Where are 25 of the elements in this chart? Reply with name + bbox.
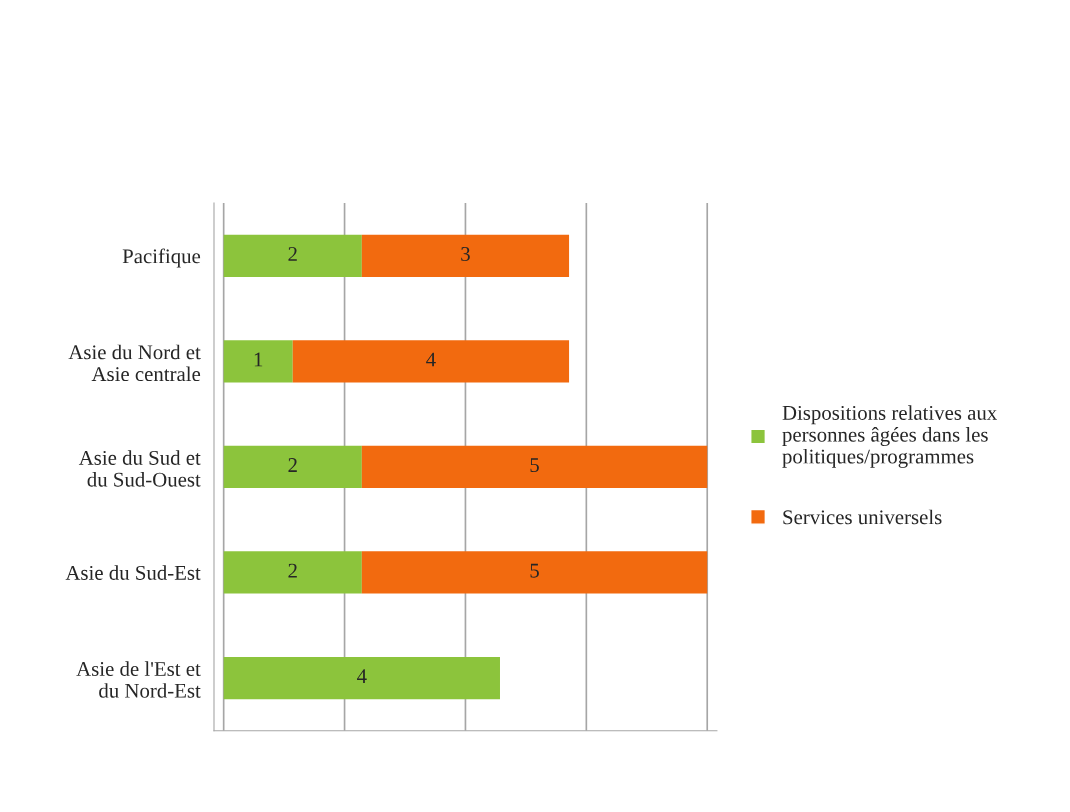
data-label: 4 [426,352,436,367]
data-label: 4 [357,669,367,684]
bar [292,340,570,383]
y-tick-label: Asie de l'Est et du Nord-Est [76,661,201,698]
data-label: 2 [288,563,297,578]
y-tick-label: Asie du Nord et Asie centrale [68,344,201,382]
bar [223,551,362,594]
data-label: 1 [254,352,263,367]
data-label: 5 [530,458,539,473]
bar [361,234,570,277]
legend-label: Dispositions relatives aux personnes âgées dans les politiques/programmes [782,405,997,468]
bar [223,234,362,277]
bar [223,340,293,383]
y-tick-label: Pacifique [122,248,201,268]
y-tick-label: Asie du Sud et du Sud-Ouest [78,450,201,487]
data-label: 3 [461,246,470,261]
legend-label: Services universels [783,509,942,525]
bar [223,445,362,489]
y-tick-label: Asie du Sud-Est [65,565,201,580]
data-label: 2 [288,246,297,261]
bar [361,445,708,489]
data-label: 5 [530,563,539,578]
bar [361,551,708,594]
data-label: 2 [288,458,297,472]
bar [223,656,500,700]
